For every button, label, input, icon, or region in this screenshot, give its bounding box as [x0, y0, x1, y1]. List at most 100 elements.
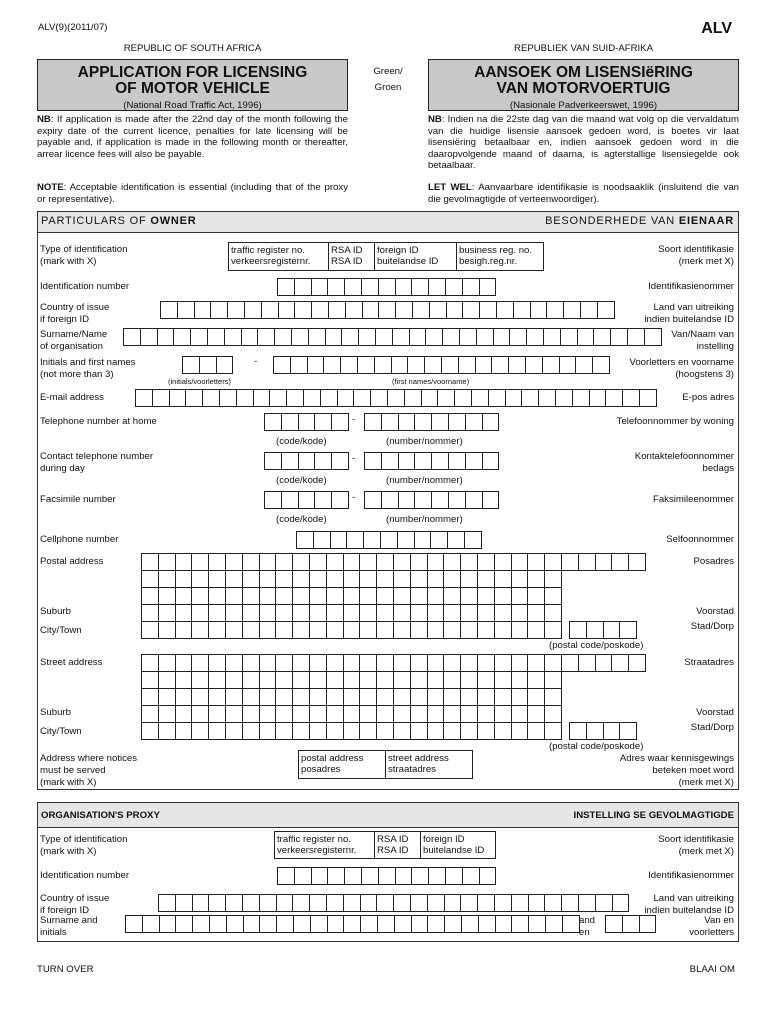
postal-address-line3-box[interactable]	[460, 587, 478, 605]
proxy-surname-box[interactable]	[444, 915, 462, 933]
owner-first-names-box[interactable]	[508, 356, 526, 374]
street-address-line4-box[interactable]	[510, 705, 529, 723]
owner-email-box[interactable]	[252, 389, 271, 407]
tel-day-code-box[interactable]	[264, 452, 282, 470]
proxy-country-box[interactable]	[611, 894, 630, 912]
owner-id-number-box[interactable]	[428, 278, 446, 296]
owner-first-names-box[interactable]	[592, 356, 610, 374]
street-address-line2-box[interactable]	[544, 671, 562, 689]
postal-address-line4-box[interactable]	[174, 604, 193, 622]
postal-address-line5-box[interactable]	[342, 621, 361, 639]
owner-cellphone-box[interactable]	[346, 531, 365, 549]
postal-address-line2-box[interactable]	[426, 570, 445, 588]
postal-address-line3-box[interactable]	[477, 587, 495, 605]
proxy-country-box[interactable]	[561, 894, 579, 912]
owner-email-box[interactable]	[269, 389, 288, 407]
fax-number-box[interactable]	[414, 491, 433, 509]
owner-email-box[interactable]	[135, 389, 153, 407]
street-address-line1-box[interactable]	[191, 654, 210, 672]
owner-email-box[interactable]	[420, 389, 439, 407]
postal-address-line1-box[interactable]	[527, 553, 546, 571]
street-address-line3-box[interactable]	[191, 688, 210, 706]
owner-surname-box[interactable]	[223, 328, 242, 346]
postal-address-line4-box[interactable]	[191, 604, 210, 622]
owner-first-names-box[interactable]	[289, 356, 308, 374]
tel-day-number-box[interactable]	[464, 452, 483, 470]
proxy-type-id-option[interactable]: foreign ID buitelandse ID	[420, 831, 496, 859]
owner-first-names-box[interactable]	[457, 356, 476, 374]
postal-address-line3-box[interactable]	[275, 587, 294, 605]
postal-address-line5-box[interactable]	[174, 621, 193, 639]
street-address-line2-box[interactable]	[225, 671, 243, 689]
street-address-line4-box[interactable]	[460, 705, 478, 723]
street-address-line5-box[interactable]	[174, 722, 193, 740]
fax-code-box[interactable]	[331, 491, 349, 509]
owner-type-id-option[interactable]: foreign ID buitelandse ID	[374, 242, 457, 271]
street-address-line5-box[interactable]	[342, 722, 361, 740]
proxy-id-number-box[interactable]	[310, 867, 329, 885]
postal-address-line2-box[interactable]	[241, 570, 260, 588]
tel-day-number-box[interactable]	[414, 452, 433, 470]
postal-address-line4-box[interactable]	[544, 604, 562, 622]
street-address-line3-box[interactable]	[426, 688, 445, 706]
postal-address-line5-box[interactable]	[527, 621, 546, 639]
proxy-type-id-option[interactable]: traffic register no. verkeersregisternr.	[274, 831, 375, 859]
owner-surname-box[interactable]	[341, 328, 360, 346]
street-address-line4-box[interactable]	[493, 705, 512, 723]
postal-address-line5-box[interactable]	[493, 621, 512, 639]
postal-address-line1-box[interactable]	[460, 553, 478, 571]
street-address-line4-box[interactable]	[544, 705, 562, 723]
tel-home-number-box[interactable]	[481, 413, 500, 431]
proxy-country-box[interactable]	[578, 894, 596, 912]
proxy-country-box[interactable]	[410, 894, 428, 912]
street-address-line1-box[interactable]	[292, 654, 310, 672]
street-address-line4-box[interactable]	[409, 705, 428, 723]
street-address-line5-box[interactable]	[141, 722, 159, 740]
street-address-line4-box[interactable]	[359, 705, 378, 723]
street-address-line3-box[interactable]	[393, 688, 411, 706]
postal-address-line1-box[interactable]	[309, 553, 327, 571]
postal-address-line3-box[interactable]	[376, 587, 394, 605]
postal-address-line2-box[interactable]	[225, 570, 243, 588]
postal-address-line2-box[interactable]	[325, 570, 344, 588]
owner-email-box[interactable]	[471, 389, 489, 407]
postal-address-line5-box[interactable]	[409, 621, 428, 639]
street-address-line5-box[interactable]	[225, 722, 243, 740]
owner-email-box[interactable]	[571, 389, 590, 407]
street-address-line2-box[interactable]	[477, 671, 495, 689]
proxy-surname-box[interactable]	[209, 915, 227, 933]
street-address-line1-box[interactable]	[544, 654, 562, 672]
postal-address-line3-box[interactable]	[191, 587, 210, 605]
owner-first-names-box[interactable]	[390, 356, 409, 374]
street-address-line2-box[interactable]	[393, 671, 411, 689]
postal-address-line5-box[interactable]	[510, 621, 529, 639]
owner-country-box[interactable]	[596, 301, 615, 319]
owner-first-names-box[interactable]	[474, 356, 493, 374]
tel-day-number-box[interactable]	[397, 452, 416, 470]
owner-surname-box[interactable]	[291, 328, 309, 346]
owner-surname-box[interactable]	[509, 328, 528, 346]
street-address-line3-box[interactable]	[409, 688, 428, 706]
postal-address-line1-box[interactable]	[208, 553, 226, 571]
proxy-country-box[interactable]	[426, 894, 445, 912]
postal-address-line1-box[interactable]	[225, 553, 243, 571]
postal-address-line1-box[interactable]	[292, 553, 310, 571]
owner-surname-box[interactable]	[459, 328, 477, 346]
owner-cellphone-box[interactable]	[312, 531, 331, 549]
owner-email-box[interactable]	[555, 389, 573, 407]
street-address-line4-box[interactable]	[292, 705, 310, 723]
street-address-line4-box[interactable]	[157, 705, 176, 723]
proxy-surname-box[interactable]	[125, 915, 143, 933]
tel-home-number-box[interactable]	[464, 413, 483, 431]
street-address-line2-box[interactable]	[157, 671, 176, 689]
street-address-line3-box[interactable]	[477, 688, 495, 706]
street-address-line4-box[interactable]	[426, 705, 445, 723]
street-address-line5-box[interactable]	[157, 722, 176, 740]
postal-address-line3-box[interactable]	[258, 587, 277, 605]
street-address-line2-box[interactable]	[376, 671, 394, 689]
owner-surname-box[interactable]	[627, 328, 645, 346]
postal-address-line4-box[interactable]	[309, 604, 327, 622]
postal-address-line4-box[interactable]	[510, 604, 529, 622]
owner-email-box[interactable]	[151, 389, 170, 407]
owner-surname-box[interactable]	[408, 328, 427, 346]
